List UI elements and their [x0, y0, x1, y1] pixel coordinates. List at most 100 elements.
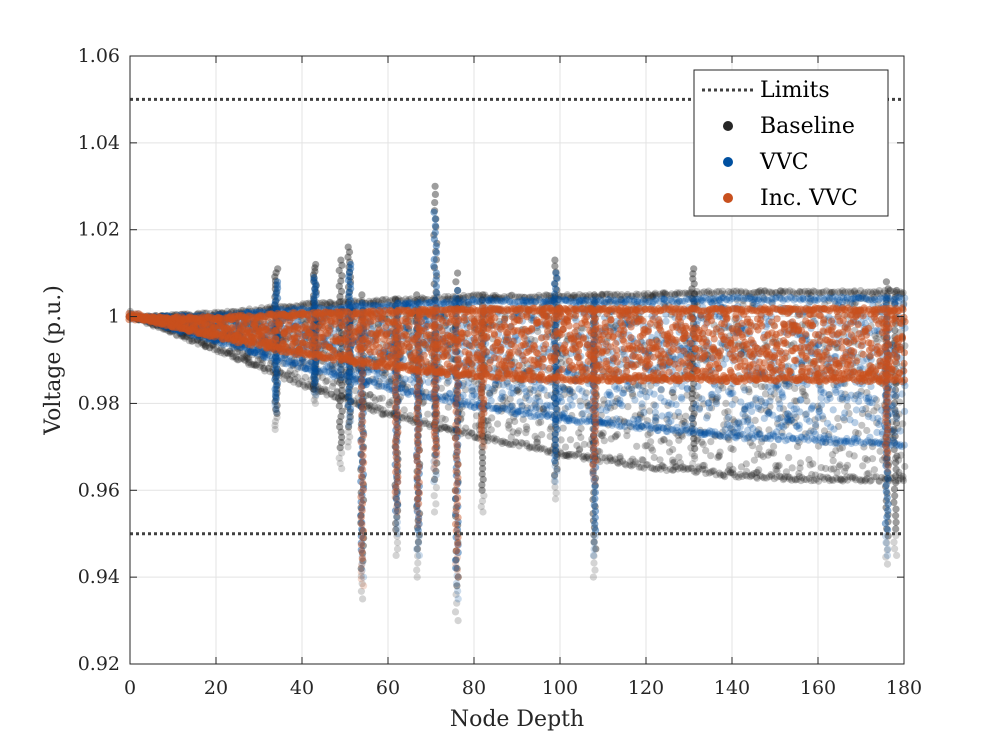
data-point [232, 353, 240, 361]
data-point [628, 386, 636, 394]
data-point [441, 415, 449, 424]
data-point [785, 454, 793, 462]
data-point [662, 317, 670, 325]
data-point [568, 401, 576, 409]
data-point [843, 461, 852, 469]
data-point [850, 452, 858, 460]
spike-point [883, 560, 892, 568]
data-point [202, 342, 210, 350]
data-point [188, 337, 196, 345]
data-point [226, 347, 234, 355]
spike-point [893, 452, 901, 460]
spike-point [312, 260, 320, 269]
spike-point [454, 269, 462, 277]
data-point [716, 448, 724, 456]
data-point [190, 336, 198, 344]
data-point [657, 385, 665, 393]
spike-point [274, 265, 282, 273]
spike-point [393, 545, 402, 553]
data-point [511, 417, 519, 426]
data-point [525, 396, 533, 404]
data-point [803, 397, 811, 405]
data-point [400, 406, 408, 414]
data-point [219, 347, 227, 355]
spike-point [431, 199, 439, 207]
spike-point [892, 525, 900, 533]
data-point [600, 437, 608, 445]
spike-point [892, 518, 900, 526]
spike-point [591, 566, 599, 574]
data-point [213, 345, 221, 354]
spike-point [451, 608, 460, 616]
spike-point [452, 278, 460, 286]
data-point [566, 436, 575, 444]
data-point [209, 342, 217, 350]
data-point [769, 449, 778, 457]
data-point [647, 438, 655, 446]
data-point [700, 461, 708, 469]
spike-point [891, 492, 899, 500]
spike-point [431, 182, 439, 190]
data-point [197, 339, 205, 347]
data-point [378, 394, 386, 402]
data-point [173, 332, 181, 340]
data-point [187, 335, 195, 343]
data-point [208, 341, 216, 349]
spike-point [893, 286, 901, 295]
data-point [843, 402, 852, 411]
data-point [194, 336, 202, 344]
data-point [729, 445, 737, 454]
data-point [581, 393, 589, 401]
spike-point [892, 459, 900, 467]
data-point [172, 331, 180, 339]
spike-point [690, 265, 698, 273]
spike-point [890, 538, 898, 546]
spike-point [892, 472, 900, 480]
spike-point [413, 291, 421, 299]
data-point [218, 309, 226, 317]
data-point [498, 389, 506, 397]
spike-point [432, 500, 440, 508]
data-point [226, 349, 235, 358]
data-point [180, 332, 188, 340]
data-point [559, 424, 567, 432]
spike-point [551, 256, 559, 264]
data-point [608, 399, 617, 407]
data-point [233, 348, 241, 356]
data-point [631, 396, 639, 404]
spike-point [552, 489, 560, 497]
data-point [682, 412, 690, 420]
data-point [577, 402, 585, 410]
data-point [829, 457, 837, 465]
data-point [214, 348, 222, 356]
data-point [222, 349, 230, 357]
data-point [201, 340, 209, 349]
spike-point [892, 512, 900, 520]
data-point [208, 341, 216, 349]
data-point [515, 427, 523, 435]
data-point [688, 414, 696, 422]
data-point [561, 443, 570, 451]
data-point [233, 356, 242, 364]
data-point [707, 452, 715, 460]
data-point [177, 332, 186, 340]
data-point [683, 384, 691, 392]
data-point [230, 344, 238, 352]
data-point [755, 444, 763, 452]
data-point [214, 308, 222, 316]
data-point [212, 338, 220, 347]
spike-point [358, 291, 366, 299]
spike-point [892, 465, 900, 473]
data-point [197, 338, 206, 346]
data-point [640, 408, 648, 416]
data-point [230, 352, 238, 360]
data-point [209, 340, 217, 348]
data-point [742, 460, 750, 468]
data-point [652, 402, 660, 410]
data-point [226, 347, 234, 355]
data-point [722, 399, 730, 407]
spike-point [884, 285, 892, 293]
data-point [488, 414, 496, 422]
data-point [667, 417, 675, 425]
